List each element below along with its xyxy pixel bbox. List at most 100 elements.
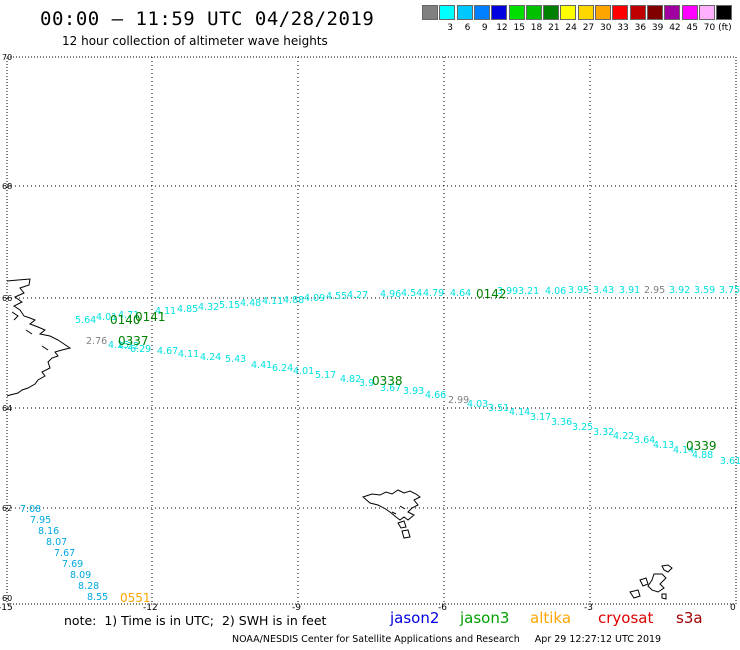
wave-height-value: 3.95 xyxy=(568,285,590,296)
legend-swatch xyxy=(439,5,456,20)
wave-height-value: 3.17 xyxy=(530,412,552,423)
wave-height-value: 7.08 xyxy=(20,504,42,515)
legend-label: 18 xyxy=(530,23,543,33)
satellite-name: jason3 xyxy=(460,609,510,627)
map-border xyxy=(6,56,737,605)
pass-time-label: 0338 xyxy=(372,374,403,388)
legend-label: 6 xyxy=(464,23,471,33)
wave-height-value: 3.36 xyxy=(551,417,573,428)
wave-height-value: 4.15 xyxy=(108,340,130,351)
wave-height-value: 4.03 xyxy=(467,399,489,410)
wave-height-value: 5.43 xyxy=(225,354,247,365)
legend-label: (ft) xyxy=(718,23,732,33)
wave-height-value: 4.54 xyxy=(401,288,423,299)
legend-swatch xyxy=(629,5,646,20)
pass-time-label: 0140 xyxy=(110,313,141,327)
legend-label: 24 xyxy=(565,23,577,33)
wave-height-value: 4.06 xyxy=(545,286,567,297)
wave-height-value: 4.11 xyxy=(262,296,284,307)
wave-height-value: 5.15 xyxy=(219,300,241,311)
legend-label: 21 xyxy=(548,23,560,33)
legend-swatch xyxy=(543,5,560,20)
legend-swatch xyxy=(681,5,698,20)
wave-height-value: 3.25 xyxy=(572,422,594,433)
legend-label: 12 xyxy=(496,23,508,33)
coastline-shetland-islands xyxy=(629,564,673,600)
wave-height-value: 4.64 xyxy=(450,288,472,299)
wave-height-value: 7.67 xyxy=(54,548,76,559)
wave-height-value: 4.79 xyxy=(423,288,445,299)
wave-height-value: 4.27 xyxy=(347,290,369,301)
legend-swatch xyxy=(577,5,594,20)
wave-height-value: 5.64 xyxy=(75,315,97,326)
wave-height-value: 4.13 xyxy=(653,440,675,451)
wave-height-value: 4.14 xyxy=(509,407,531,418)
legend-label: 45 xyxy=(686,23,698,33)
lat-tick-label: 62 xyxy=(2,504,13,513)
wave-height-value: 3.43 xyxy=(593,285,615,296)
legend-label: 70 xyxy=(703,23,716,33)
lon-tick-label: -12 xyxy=(143,603,158,613)
satellite-name: jason2 xyxy=(390,609,440,627)
wave-height-value: 3.64 xyxy=(634,435,656,446)
wave-height-value: 3.21 xyxy=(518,286,540,297)
legend-swatch xyxy=(473,5,490,20)
legend-swatch xyxy=(525,5,542,20)
legend-label: 42 xyxy=(669,23,681,33)
wave-height-value: 2.99 xyxy=(448,395,470,406)
wave-height-value: 3.99 xyxy=(497,286,519,297)
legend-swatch xyxy=(456,5,473,20)
page-subtitle: 12 hour collection of altimeter wave hei… xyxy=(62,34,328,48)
legend-swatch xyxy=(560,5,577,20)
wave-height-value: 2.76 xyxy=(86,336,108,347)
wave-height-value: 3.9 xyxy=(359,378,375,389)
legend-label: 27 xyxy=(582,23,595,33)
wave-height-value: 7.95 xyxy=(30,515,52,526)
wave-height-value: 4.22 xyxy=(118,341,140,352)
footer-credit: NOAA/NESDIS Center for Satellite Applica… xyxy=(232,634,662,645)
wave-height-value: 3.75 xyxy=(719,285,740,296)
wave-height-value: 4.88 xyxy=(283,295,305,306)
pass-time-label: 0142 xyxy=(476,287,507,301)
wave-height-value: 4.48 xyxy=(240,298,262,309)
legend-swatch xyxy=(698,5,715,20)
legend-swatch xyxy=(508,5,525,20)
wave-height-value: 4.96 xyxy=(380,289,402,300)
wave-height-value: 5.17 xyxy=(315,370,337,381)
wave-height-value: 8.09 xyxy=(70,570,92,581)
legend-label: 15 xyxy=(513,23,525,33)
lat-tick-label: 64 xyxy=(2,404,13,413)
wave-height-value: 3.67 xyxy=(380,383,402,394)
satellite-name: s3a xyxy=(676,609,703,627)
legend-swatch xyxy=(646,5,663,20)
lon-tick-label: -9 xyxy=(292,603,301,613)
wave-height-value: 3.59 xyxy=(694,285,716,296)
wave-height-value: 4.85 xyxy=(177,304,199,315)
wave-height-value: 6.29 xyxy=(130,344,152,355)
legend-label: 39 xyxy=(651,23,664,33)
page-title: 00:00 — 11:59 UTC 04/28/2019 xyxy=(40,8,375,30)
grid-lines xyxy=(7,57,736,604)
legend-label: 3 xyxy=(447,23,454,33)
wave-height-value: 4.32 xyxy=(198,302,220,313)
wave-height-value: 7.69 xyxy=(62,559,84,570)
legend-swatch xyxy=(422,5,438,20)
wave-height-value: 3.61 xyxy=(720,456,740,467)
legend-swatch xyxy=(491,5,508,20)
lon-tick-label: -15 xyxy=(0,603,13,613)
legend-label: 33 xyxy=(617,23,629,33)
wave-height-value: 4.24 xyxy=(200,352,222,363)
color-legend: 3 6 9 12 15 18 21 24 27 30 33 36 39 42 45 70 (ft) xyxy=(422,5,736,35)
wave-height-value: 4.66 xyxy=(425,390,447,401)
wave-height-value: 4.11 xyxy=(178,349,200,360)
wave-height-value: 4.09 xyxy=(304,293,326,304)
lon-tick-label: -3 xyxy=(584,603,593,613)
lon-tick-label: -6 xyxy=(438,603,447,613)
coastline-iceland xyxy=(6,278,72,397)
legend-label: 36 xyxy=(634,23,647,33)
legend-swatch xyxy=(664,5,681,20)
legend-swatch xyxy=(595,5,611,20)
wave-height-value: 4.71 xyxy=(118,310,140,321)
legend-label: 9 xyxy=(481,23,488,33)
